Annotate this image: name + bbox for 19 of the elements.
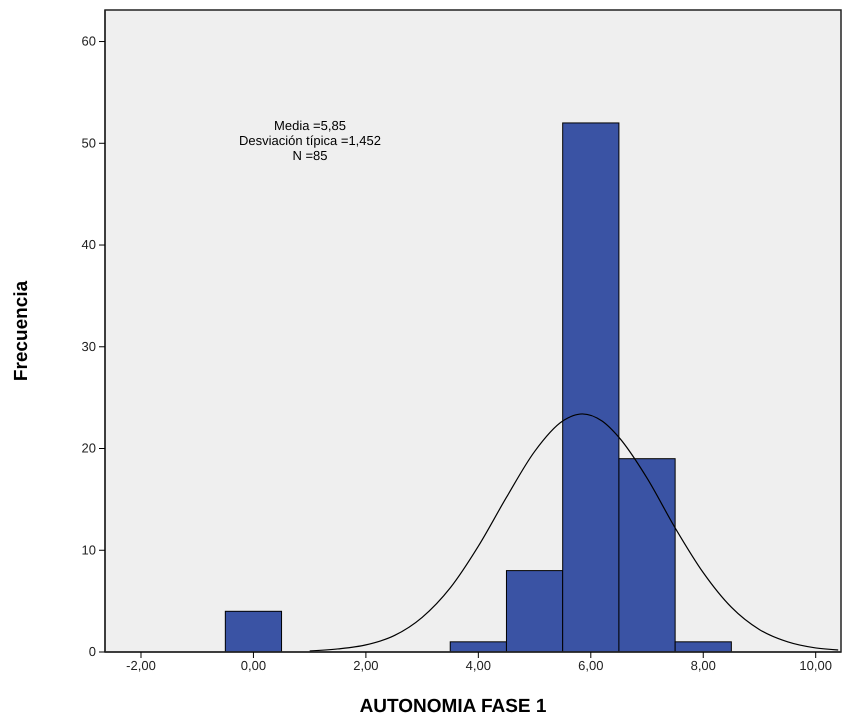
y-tick-label: 20 bbox=[82, 440, 96, 456]
y-tick-label: 50 bbox=[82, 135, 96, 150]
x-tick-label: 2,00 bbox=[353, 658, 379, 674]
annotation: Desviación típica =1,452 bbox=[238, 133, 382, 148]
y-tick-label: 30 bbox=[82, 338, 96, 354]
y-tick-label: 60 bbox=[82, 34, 96, 49]
y-tick-label: 10 bbox=[82, 542, 96, 558]
annotation: N =85 bbox=[292, 148, 328, 163]
annotation: Media =5,85 bbox=[274, 118, 346, 133]
y-axis-title: Frecuencia bbox=[11, 280, 32, 382]
x-axis-title: AUTONOMIA FASE 1 bbox=[360, 696, 547, 717]
y-tick-label: 0 bbox=[88, 644, 96, 660]
x-tick-label: 10,00 bbox=[799, 658, 832, 674]
x-tick-label: 0,00 bbox=[240, 658, 266, 674]
y-tick-label: 40 bbox=[82, 237, 96, 252]
x-tick-label: 8,00 bbox=[690, 658, 716, 674]
x-tick-label: -2,00 bbox=[126, 658, 156, 674]
x-tick-label: 6,00 bbox=[578, 658, 604, 674]
x-tick-label: 4,00 bbox=[466, 658, 491, 674]
